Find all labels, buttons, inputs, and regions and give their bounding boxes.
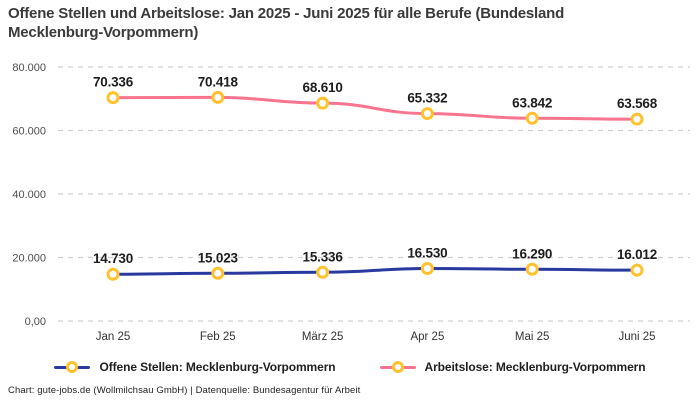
data-point[interactable] xyxy=(211,266,225,280)
data-point-label: 14.730 xyxy=(93,251,133,266)
x-tick-label: Jan 25 xyxy=(96,331,131,343)
data-point[interactable] xyxy=(630,112,644,126)
y-tick-label: 20.000 xyxy=(12,253,46,265)
y-tick-label: 80.000 xyxy=(12,62,46,74)
data-point-label: 70.336 xyxy=(93,75,134,90)
data-point[interactable] xyxy=(630,263,644,277)
data-point[interactable] xyxy=(420,262,434,276)
data-point-label: 15.023 xyxy=(198,250,239,265)
chart-title-line2: Mecklenburg-Vorpommern) xyxy=(8,24,199,41)
y-tick-label: 40.000 xyxy=(12,189,46,201)
data-point[interactable] xyxy=(525,262,539,276)
data-point[interactable] xyxy=(316,96,330,110)
legend-line-marker-icon xyxy=(379,361,416,373)
chart-legend: Offene Stellen: Mecklenburg-Vorpommern A… xyxy=(0,356,700,378)
x-tick-label: Feb 25 xyxy=(200,331,236,343)
data-point-label: 70.418 xyxy=(198,74,239,89)
data-point-label: 68.610 xyxy=(303,80,343,95)
data-point-label: 65.332 xyxy=(407,91,447,106)
data-point[interactable] xyxy=(106,91,120,105)
data-point[interactable] xyxy=(420,107,434,121)
data-point[interactable] xyxy=(525,111,539,125)
legend-line-marker-icon xyxy=(54,361,91,373)
legend-item-offene-stellen[interactable]: Offene Stellen: Mecklenburg-Vorpommern xyxy=(54,360,336,374)
series-line xyxy=(111,95,639,121)
data-point-label: 63.842 xyxy=(512,95,552,110)
chart-footer: Chart: gute-jobs.de (Wollmilchsau GmbH) … xyxy=(8,385,361,396)
legend-label-arbeitslose: Arbeitslose: Mecklenburg-Vorpommern xyxy=(424,360,646,374)
chart-title: Offene Stellen und Arbeitslose: Jan 2025… xyxy=(8,4,688,42)
x-tick-label: Juni 25 xyxy=(618,331,655,343)
chart-title-line1: Offene Stellen und Arbeitslose: Jan 2025… xyxy=(8,5,565,22)
y-tick-label: 0,00 xyxy=(25,316,46,328)
data-point-label: 63.568 xyxy=(617,96,658,111)
data-point-label: 16.290 xyxy=(512,246,552,261)
legend-marker-ring-icon xyxy=(391,361,404,373)
data-point[interactable] xyxy=(211,90,225,104)
x-tick-label: März 25 xyxy=(302,331,344,343)
data-point-label: 15.336 xyxy=(303,249,344,264)
data-point-label: 16.530 xyxy=(407,246,447,261)
data-point-label: 16.012 xyxy=(617,247,657,262)
legend-item-arbeitslose[interactable]: Arbeitslose: Mecklenburg-Vorpommern xyxy=(379,360,646,374)
legend-label-offene-stellen: Offene Stellen: Mecklenburg-Vorpommern xyxy=(99,360,336,374)
data-point[interactable] xyxy=(106,267,120,281)
x-tick-label: Apr 25 xyxy=(410,331,444,343)
legend-marker-ring-icon xyxy=(66,361,79,373)
line-chart: 0,00 20.000 40.000 60.000 80.000 Jan 25 Feb 25… xyxy=(12,62,690,343)
x-tick-label: Mai 25 xyxy=(515,331,550,343)
y-tick-label: 60.000 xyxy=(12,126,46,138)
data-point[interactable] xyxy=(316,265,330,279)
series-line xyxy=(111,267,639,276)
